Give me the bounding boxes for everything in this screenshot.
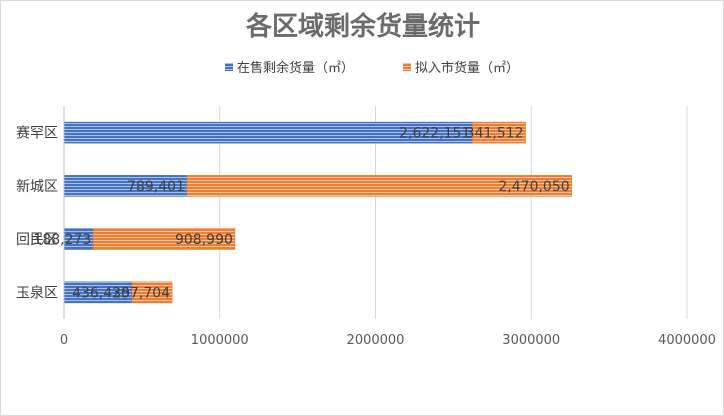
category-label: 玉泉区 <box>16 284 58 301</box>
legend-swatch-in-sale <box>225 63 233 71</box>
x-tick-label: 2000000 <box>347 333 405 348</box>
category-label: 赛罕区 <box>16 126 58 142</box>
axes: 0 1000000 2000000 3000000 4000000 赛罕区新城区回民区玉泉… <box>16 106 716 348</box>
x-tick-label: 0 <box>60 333 68 348</box>
data-label-in-sale: 436,430 <box>72 285 130 301</box>
legend: 在售剩余货量（㎡） 拟入市货量（㎡） <box>225 60 519 76</box>
legend-swatch-to-market <box>403 63 411 71</box>
bar-to-market <box>131 281 173 304</box>
bar-to-market <box>93 228 236 250</box>
bar-to-market <box>472 121 526 144</box>
data-label-to-market: 341,512 <box>466 126 524 142</box>
legend-label-in-sale: 在售剩余货量（㎡） <box>237 60 354 76</box>
x-tick-label: 4000000 <box>658 333 716 348</box>
data-label-in-sale: 2,622,151 <box>399 126 470 142</box>
data-label-to-market: 2,470,050 <box>498 179 569 195</box>
legend-label-to-market: 拟入市货量（㎡） <box>415 60 519 76</box>
data-label-to-market: 257,704 <box>112 285 170 301</box>
category-label: 回民区 <box>16 232 58 248</box>
data-label-to-market: 908,990 <box>175 232 233 248</box>
x-tick-label: 3000000 <box>502 333 560 348</box>
bars <box>63 121 572 304</box>
data-label-in-sale: 789,401 <box>127 179 185 195</box>
x-tick-label: 1000000 <box>191 333 249 348</box>
chart-title: 各区域剩余货量统计 <box>245 11 480 42</box>
category-label: 新城区 <box>16 179 58 195</box>
bar-to-market <box>186 175 572 197</box>
data-label-in-sale: 188,273 <box>33 232 91 248</box>
